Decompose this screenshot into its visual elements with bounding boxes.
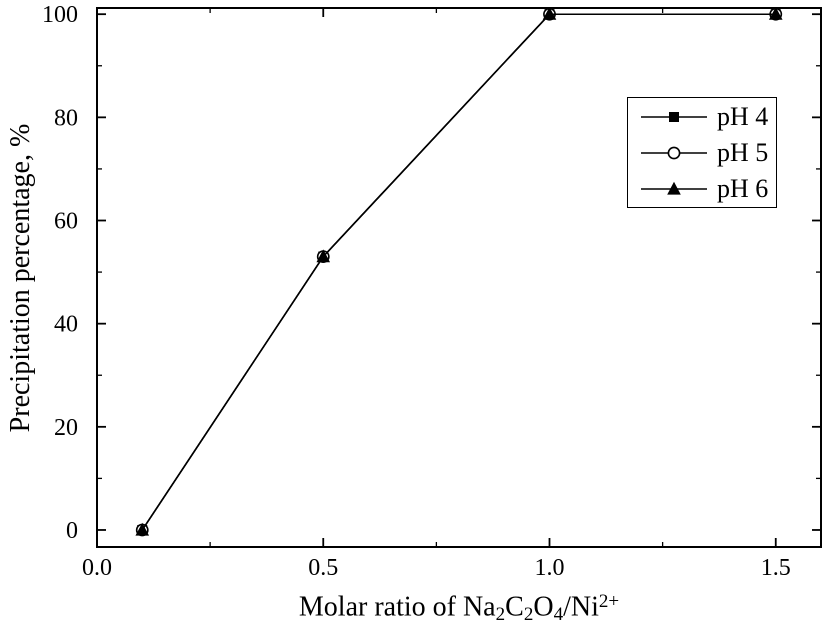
legend-item-ph4: pH 4: [628, 99, 776, 135]
svg-text:60: 60: [54, 209, 78, 235]
svg-text:20: 20: [54, 415, 78, 441]
legend-key-filled-triangle-icon: [641, 181, 707, 195]
legend-key-filled-square-icon: [641, 111, 707, 122]
x-axis-title-text: /Ni: [563, 591, 599, 623]
svg-text:100: 100: [42, 2, 78, 28]
svg-text:0: 0: [66, 518, 78, 544]
x-axis-title-text: Molar ratio of Na: [298, 591, 496, 623]
x-axis-title-subscript: 2: [495, 604, 506, 626]
legend-item-ph5: pH 5: [628, 135, 776, 171]
svg-text:40: 40: [54, 312, 78, 338]
y-axis-title: Precipitation percentage, %: [5, 124, 37, 433]
svg-text:0.0: 0.0: [82, 555, 112, 581]
x-axis-title-text: O: [533, 591, 554, 623]
x-axis-title-subscript: 2: [523, 604, 534, 626]
legend-box: pH 4 pH 5 pH 6: [627, 97, 777, 208]
y-axis-title-text: Precipitation percentage, %: [5, 123, 36, 433]
x-axis-title: Molar ratio of Na2C2O4/Ni2+: [299, 591, 619, 626]
x-axis-title-text: C: [505, 591, 524, 623]
legend-item-label: pH 5: [717, 137, 769, 167]
x-axis-title-subscript: 4: [553, 604, 564, 626]
legend-item-ph6: pH 6: [628, 171, 776, 207]
svg-text:1.5: 1.5: [761, 555, 791, 581]
x-axis-title-superscript: 2+: [598, 591, 620, 612]
legend-item-label: pH 4: [717, 101, 769, 131]
legend-key-open-circle-icon: [641, 146, 707, 159]
svg-text:1.0: 1.0: [535, 555, 565, 581]
svg-text:80: 80: [54, 105, 78, 131]
svg-text:0.5: 0.5: [308, 555, 338, 581]
legend-item-label: pH 6: [717, 173, 769, 203]
